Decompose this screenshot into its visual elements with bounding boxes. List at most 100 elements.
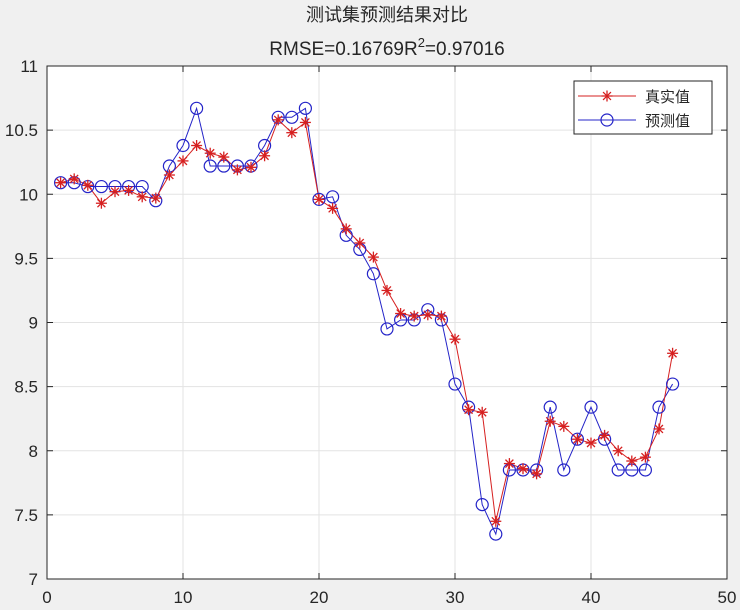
tick-marks xyxy=(46,65,728,580)
pred-point xyxy=(366,267,380,281)
true-point xyxy=(163,169,175,181)
subtitle-prefix: RMSE=0.16769R xyxy=(269,39,417,60)
x-tick-label: 30 xyxy=(446,588,465,607)
pred-point xyxy=(557,463,571,477)
series-pred-line xyxy=(60,106,674,536)
y-tick-label: 8.5 xyxy=(14,378,38,397)
legend-label-pred: 预测值 xyxy=(645,112,690,130)
true-point xyxy=(517,463,529,475)
true-point xyxy=(299,116,311,128)
true-point xyxy=(231,164,243,176)
true-point xyxy=(286,127,298,139)
x-tick-label: 50 xyxy=(718,588,737,607)
pred-point xyxy=(543,400,557,414)
chart-subtitle: RMSE=0.16769R2=0.97016 xyxy=(269,35,504,60)
y-tick-label: 11 xyxy=(20,57,38,76)
true-point xyxy=(435,310,447,322)
pred-point xyxy=(298,101,312,115)
y-tick-label: 10 xyxy=(19,185,38,204)
true-point xyxy=(667,347,679,359)
true-point xyxy=(571,433,583,445)
true-point xyxy=(354,237,366,249)
true-point xyxy=(245,161,257,173)
pred-point xyxy=(475,498,489,512)
series-true-line xyxy=(60,118,674,522)
true-point xyxy=(639,451,651,463)
pred-point xyxy=(584,400,598,414)
y-tick-label: 10.5 xyxy=(5,121,38,140)
true-point xyxy=(503,458,515,470)
true-point xyxy=(381,284,393,296)
true-point xyxy=(367,251,379,263)
pred-point xyxy=(652,400,666,414)
true-point xyxy=(191,140,203,152)
pred-point xyxy=(312,192,326,206)
pred-point xyxy=(176,138,190,153)
true-point xyxy=(531,468,543,480)
true-point xyxy=(109,186,121,198)
true-point xyxy=(272,114,284,126)
true-point xyxy=(612,445,624,457)
pred-point xyxy=(53,176,68,190)
legend-star-glyph xyxy=(601,90,613,102)
true-point xyxy=(476,406,488,418)
legend-swatch-true-marker xyxy=(601,90,613,102)
true-point xyxy=(82,179,94,191)
pred-point xyxy=(638,463,653,477)
true-point xyxy=(259,150,271,162)
y-tick-label: 9.5 xyxy=(14,249,38,268)
pred-point xyxy=(611,463,625,477)
true-point xyxy=(395,308,407,320)
pred-point xyxy=(326,190,340,204)
true-point xyxy=(136,191,148,203)
legend-box xyxy=(573,80,713,135)
legend-swatch-pred-marker xyxy=(600,113,614,127)
subtitle-superscript: 2 xyxy=(418,35,425,50)
true-point xyxy=(177,155,189,167)
pred-point xyxy=(665,377,680,391)
true-point xyxy=(585,437,597,449)
true-point xyxy=(449,333,461,345)
true-point xyxy=(68,173,80,185)
x-tick-label: 20 xyxy=(310,588,329,607)
y-tick-label: 7.5 xyxy=(14,506,38,525)
true-point xyxy=(490,515,502,527)
true-point xyxy=(204,147,216,159)
true-point xyxy=(95,197,107,209)
y-tick-label: 9 xyxy=(29,314,38,333)
true-point xyxy=(340,223,352,235)
true-point xyxy=(422,309,434,321)
x-tick-label: 40 xyxy=(582,588,601,607)
true-point xyxy=(558,420,570,432)
pred-point xyxy=(190,101,204,115)
true-point xyxy=(653,423,665,435)
y-tick-label: 8 xyxy=(29,442,38,461)
chart-title: 测试集预测结果对比 xyxy=(306,5,468,26)
y-tick-labels: 7 7.5 8 8.5 9 9.5 10 10.5 11 xyxy=(5,57,38,589)
pred-point xyxy=(448,377,462,391)
pred-point xyxy=(380,322,394,336)
pred-point xyxy=(94,179,109,194)
true-point xyxy=(55,177,67,189)
true-point xyxy=(123,184,135,196)
subtitle-suffix: =0.97016 xyxy=(425,39,505,60)
pred-point xyxy=(570,432,585,446)
y-tick-label: 7 xyxy=(29,570,38,589)
pred-point xyxy=(285,110,299,124)
true-point xyxy=(218,151,230,163)
true-point xyxy=(599,429,611,441)
x-tick-label: 0 xyxy=(42,588,51,607)
pred-point xyxy=(489,527,503,541)
true-point xyxy=(463,404,475,416)
true-point xyxy=(327,202,339,214)
series-group xyxy=(53,101,680,541)
true-point xyxy=(544,415,556,427)
x-tick-labels: 0 10 20 30 40 50 xyxy=(42,588,736,607)
legend[interactable]: 真实值 预测值 xyxy=(573,80,713,135)
true-point xyxy=(150,192,162,204)
true-point xyxy=(626,455,638,467)
legend-label-true: 真实值 xyxy=(645,88,690,106)
true-point xyxy=(313,193,325,205)
x-tick-label: 10 xyxy=(174,588,193,607)
